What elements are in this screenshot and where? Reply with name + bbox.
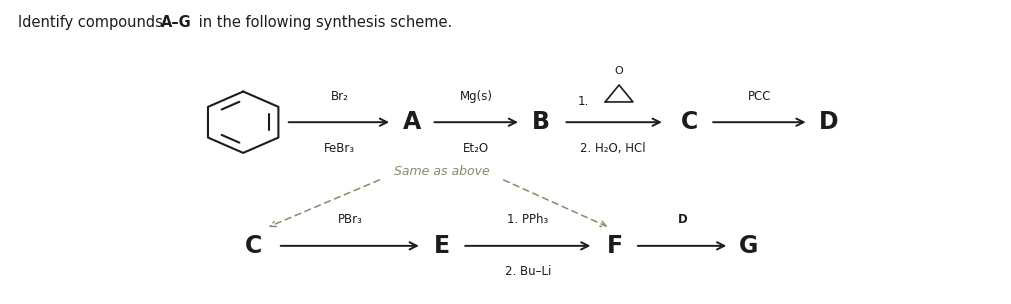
Text: Same as above: Same as above (393, 165, 489, 178)
Text: G: G (739, 234, 758, 258)
Text: D: D (818, 110, 837, 134)
Text: 2. Bu–Li: 2. Bu–Li (504, 265, 550, 278)
Text: Identify compounds: Identify compounds (18, 15, 168, 30)
Text: 1.: 1. (577, 95, 588, 108)
Text: F: F (607, 234, 623, 258)
Text: D: D (677, 213, 686, 226)
Text: Mg(s): Mg(s) (459, 90, 492, 103)
Text: C: C (680, 110, 698, 134)
Text: O: O (614, 66, 623, 76)
Text: in the following synthesis scheme.: in the following synthesis scheme. (193, 15, 451, 30)
Text: A–G: A–G (161, 15, 191, 30)
Text: 2. H₂O, HCl: 2. H₂O, HCl (579, 142, 645, 154)
Text: Et₂O: Et₂O (463, 142, 489, 154)
Text: PCC: PCC (747, 90, 770, 103)
Text: C: C (245, 234, 262, 258)
Text: A: A (402, 110, 421, 134)
Text: 1. PPh₃: 1. PPh₃ (507, 213, 548, 226)
Text: E: E (433, 234, 449, 258)
Text: B: B (531, 110, 549, 134)
Text: PBr₃: PBr₃ (338, 213, 362, 226)
Text: FeBr₃: FeBr₃ (324, 142, 355, 154)
Text: Br₂: Br₂ (331, 90, 348, 103)
